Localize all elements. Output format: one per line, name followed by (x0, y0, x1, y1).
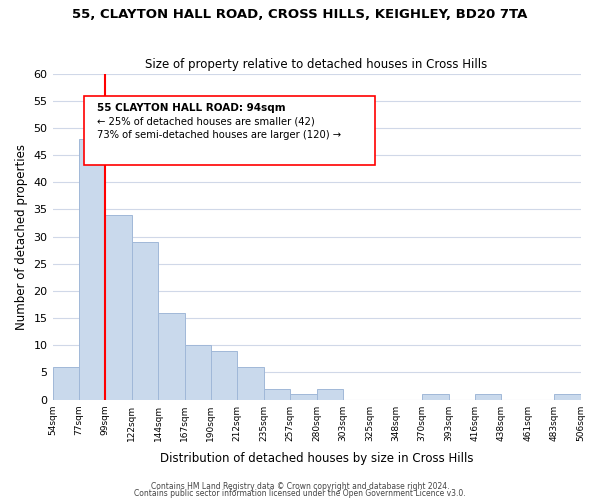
X-axis label: Distribution of detached houses by size in Cross Hills: Distribution of detached houses by size … (160, 452, 473, 465)
Bar (185, 346, 211, 400)
FancyBboxPatch shape (84, 96, 374, 165)
Bar (264, 389, 290, 400)
Bar (238, 367, 264, 400)
Text: ← 25% of detached houses are smaller (42): ← 25% of detached houses are smaller (42… (97, 116, 315, 126)
Bar (106, 215, 132, 400)
Title: Size of property relative to detached houses in Cross Hills: Size of property relative to detached ho… (145, 58, 488, 71)
Text: 55 CLAYTON HALL ROAD: 94sqm: 55 CLAYTON HALL ROAD: 94sqm (97, 103, 286, 113)
Bar (211, 350, 238, 400)
Bar (317, 389, 343, 400)
Bar (475, 394, 502, 400)
Bar (53, 367, 79, 400)
Text: Contains HM Land Registry data © Crown copyright and database right 2024.: Contains HM Land Registry data © Crown c… (151, 482, 449, 491)
Text: 73% of semi-detached houses are larger (120) →: 73% of semi-detached houses are larger (… (97, 130, 341, 140)
Bar (290, 394, 317, 400)
Y-axis label: Number of detached properties: Number of detached properties (15, 144, 28, 330)
Bar (79, 139, 106, 400)
Text: Contains public sector information licensed under the Open Government Licence v3: Contains public sector information licen… (134, 489, 466, 498)
Bar (422, 394, 449, 400)
Bar (554, 394, 581, 400)
Bar (132, 242, 158, 400)
Text: 55, CLAYTON HALL ROAD, CROSS HILLS, KEIGHLEY, BD20 7TA: 55, CLAYTON HALL ROAD, CROSS HILLS, KEIG… (73, 8, 527, 20)
Bar (158, 312, 185, 400)
